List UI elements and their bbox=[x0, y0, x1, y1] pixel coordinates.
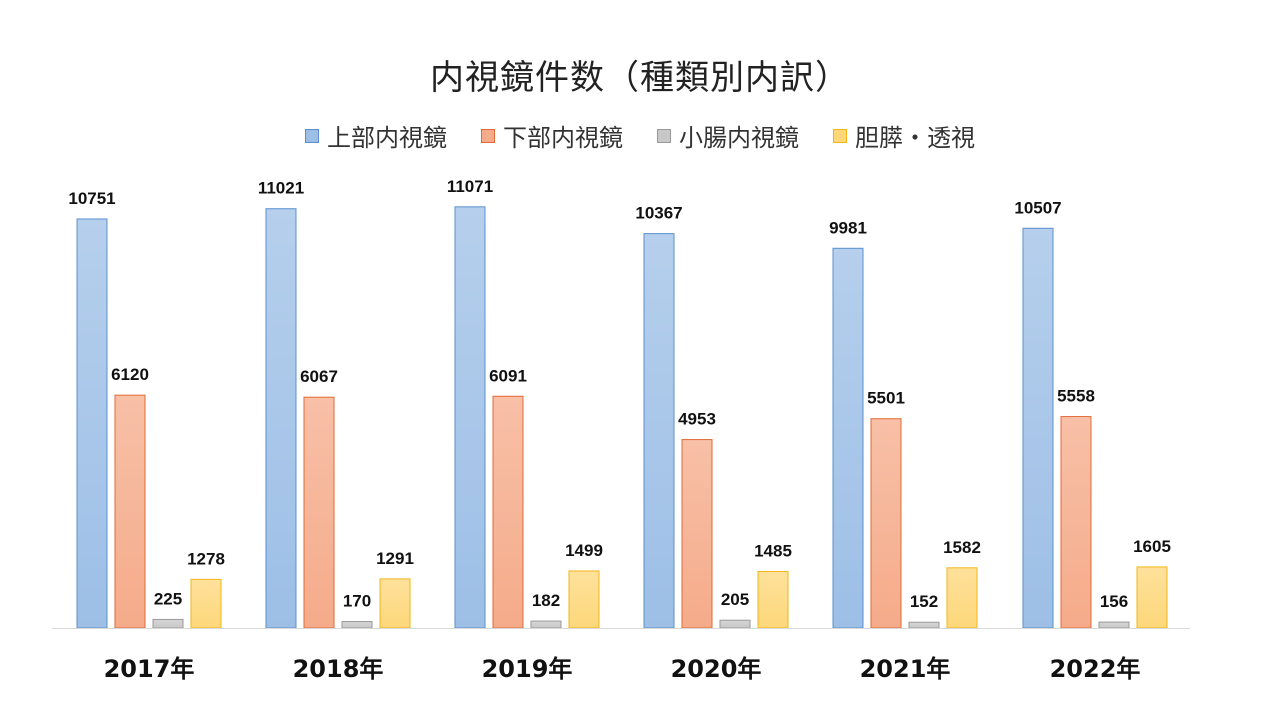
data-label-upper-gi-1: 11021 bbox=[258, 179, 304, 198]
legend-label-lower-gi: 下部内視鏡 bbox=[503, 124, 623, 152]
data-label-small-intestine-3: 205 bbox=[721, 590, 749, 609]
bar-biliary-pancreatic-4 bbox=[946, 567, 978, 629]
data-label-lower-gi-1: 6067 bbox=[300, 367, 338, 386]
data-label-upper-gi-4: 9981 bbox=[829, 218, 867, 237]
data-label-biliary-pancreatic-5: 1605 bbox=[1133, 537, 1171, 556]
legend-label-upper-gi: 上部内視鏡 bbox=[327, 124, 447, 152]
bar-lower-gi-4 bbox=[870, 418, 902, 629]
bar-small-intestine-0 bbox=[152, 618, 184, 629]
category-label-1: 2018年 bbox=[293, 655, 384, 683]
legend-item-upper-gi: 上部内視鏡 bbox=[305, 118, 447, 153]
data-label-lower-gi-4: 5501 bbox=[867, 389, 905, 408]
legend-item-small-intestine: 小腸内視鏡 bbox=[657, 118, 799, 153]
data-label-upper-gi-3: 10367 bbox=[635, 204, 682, 223]
data-label-lower-gi-2: 6091 bbox=[489, 366, 527, 385]
data-label-upper-gi-5: 10507 bbox=[1014, 198, 1061, 217]
data-label-upper-gi-2: 11071 bbox=[447, 177, 493, 196]
bar-biliary-pancreatic-2 bbox=[568, 570, 600, 629]
data-label-small-intestine-5: 156 bbox=[1100, 592, 1128, 611]
data-label-upper-gi-0: 10751 bbox=[68, 189, 115, 208]
category-label-4: 2021年 bbox=[860, 655, 951, 683]
bar-lower-gi-1 bbox=[303, 396, 335, 629]
legend-swatch-biliary-pancreatic bbox=[833, 128, 847, 143]
bar-upper-gi-0 bbox=[76, 218, 108, 629]
category-label-2: 2019年 bbox=[482, 655, 573, 683]
bar-lower-gi-5 bbox=[1060, 416, 1092, 629]
legend-label-biliary-pancreatic: 胆膵・透視 bbox=[855, 124, 975, 152]
bar-upper-gi-5 bbox=[1022, 227, 1054, 629]
category-label-0: 2017年 bbox=[104, 655, 195, 683]
data-label-biliary-pancreatic-0: 1278 bbox=[187, 549, 225, 568]
data-label-lower-gi-0: 6120 bbox=[111, 365, 149, 384]
data-label-lower-gi-5: 5558 bbox=[1057, 387, 1095, 406]
data-label-small-intestine-0: 225 bbox=[154, 589, 182, 608]
data-label-biliary-pancreatic-4: 1582 bbox=[943, 538, 981, 557]
bar-small-intestine-1 bbox=[341, 621, 373, 629]
bar-upper-gi-3 bbox=[643, 233, 675, 629]
bar-upper-gi-2 bbox=[454, 206, 486, 629]
category-label-5: 2022年 bbox=[1050, 655, 1141, 683]
data-label-lower-gi-3: 4953 bbox=[678, 410, 716, 429]
bar-biliary-pancreatic-1 bbox=[379, 578, 411, 629]
category-label-3: 2020年 bbox=[671, 655, 762, 683]
legend-item-lower-gi: 下部内視鏡 bbox=[481, 118, 623, 153]
bar-small-intestine-5 bbox=[1098, 621, 1130, 629]
legend-label-small-intestine: 小腸内視鏡 bbox=[679, 124, 799, 152]
data-label-small-intestine-1: 170 bbox=[343, 592, 371, 611]
bar-small-intestine-2 bbox=[530, 620, 562, 629]
data-label-biliary-pancreatic-1: 1291 bbox=[376, 549, 414, 568]
legend-swatch-small-intestine bbox=[657, 128, 671, 143]
bar-lower-gi-0 bbox=[114, 394, 146, 629]
bar-biliary-pancreatic-5 bbox=[1136, 566, 1168, 629]
bar-small-intestine-3 bbox=[719, 619, 751, 629]
legend-item-biliary-pancreatic: 胆膵・透視 bbox=[833, 118, 975, 153]
legend-swatch-lower-gi bbox=[481, 128, 495, 143]
bar-lower-gi-3 bbox=[681, 439, 713, 629]
legend: 上部内視鏡 下部内視鏡 小腸内視鏡 胆膵・透視 bbox=[0, 118, 1280, 153]
bar-biliary-pancreatic-3 bbox=[757, 571, 789, 629]
bar-small-intestine-4 bbox=[908, 621, 940, 629]
bar-lower-gi-2 bbox=[492, 395, 524, 629]
bar-upper-gi-1 bbox=[265, 208, 297, 629]
data-label-biliary-pancreatic-2: 1499 bbox=[565, 541, 603, 560]
bar-upper-gi-4 bbox=[832, 247, 864, 629]
bar-biliary-pancreatic-0 bbox=[190, 578, 222, 629]
legend-swatch-upper-gi bbox=[305, 128, 319, 143]
data-label-small-intestine-2: 182 bbox=[532, 591, 560, 610]
data-label-biliary-pancreatic-3: 1485 bbox=[754, 542, 792, 561]
chart-title: 内視鏡件数（種類別内訳） bbox=[430, 58, 850, 98]
data-label-small-intestine-4: 152 bbox=[910, 592, 938, 611]
